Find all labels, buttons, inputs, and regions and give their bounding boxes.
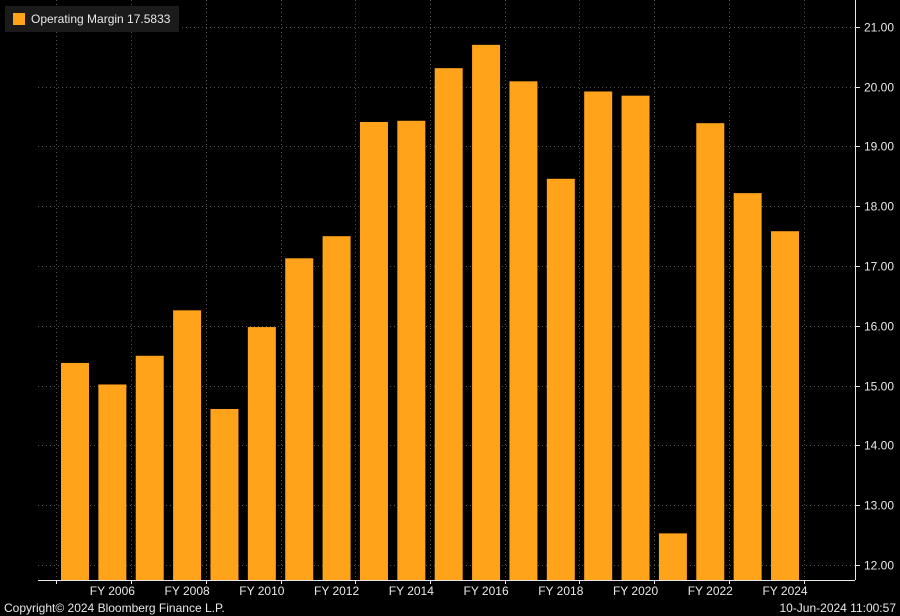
bar-fy-2008 [173,310,202,580]
x-tick-label: FY 2010 [239,584,284,598]
bars [61,44,800,581]
bar-fy-2010 [247,327,276,580]
y-tick-label: 15.00 [864,380,894,394]
x-tick-label: FY 2024 [762,584,807,598]
bar-fy-2005 [61,362,89,580]
bar-fy-2020 [621,95,650,580]
y-tick-label: 21.00 [864,21,894,35]
bar-fy-2011 [285,258,314,580]
x-tick-label: FY 2018 [538,584,583,598]
y-tick-label: 12.00 [864,559,894,573]
bar-fy-2014 [397,120,426,580]
bar-fy-2023 [733,193,762,580]
timestamp-text: 10-Jun-2024 11:00:57 [779,601,896,615]
bar-fy-2021 [658,533,687,580]
bar-fy-2017 [509,81,538,581]
y-tick-label: 16.00 [864,320,894,334]
bar-fy-2019 [584,91,613,581]
y-tick-label: 13.00 [864,499,894,513]
bar-fy-2015 [434,68,463,580]
bar-fy-2016 [472,44,501,581]
y-tick-label: 20.00 [864,81,894,95]
x-tick-label: FY 2008 [165,584,210,598]
x-tick-label: FY 2016 [463,584,508,598]
bar-fy-2012 [322,236,351,581]
legend-label: Operating Margin 17.5833 [31,12,171,26]
bar-fy-2009 [210,408,239,580]
legend: Operating Margin 17.5833 [5,6,180,32]
x-tick-label: FY 2012 [314,584,359,598]
copyright-text: Copyright© 2024 Bloomberg Finance L.P. [4,601,225,615]
y-tick-label: 18.00 [864,200,894,214]
y-tick-label: 17.00 [864,260,894,274]
bar-fy-2024 [771,231,800,580]
x-tick-label: FY 2006 [90,584,135,598]
bar-fy-2013 [359,121,388,581]
legend-swatch [13,13,25,25]
bar-fy-2022 [696,123,725,580]
y-tick-label: 14.00 [864,439,894,453]
bar-fy-2018 [546,178,575,580]
x-tick-label: FY 2014 [389,584,434,598]
x-tick-label: FY 2020 [613,584,658,598]
bar-fy-2007 [135,355,164,580]
y-tick-label: 19.00 [864,140,894,154]
bar-fy-2006 [98,384,127,580]
axes: 12.00 13.00 14.00 15.00 16.00 17.00 18.00 19.00… [38,0,894,598]
x-tick-label: FY 2022 [688,584,733,598]
